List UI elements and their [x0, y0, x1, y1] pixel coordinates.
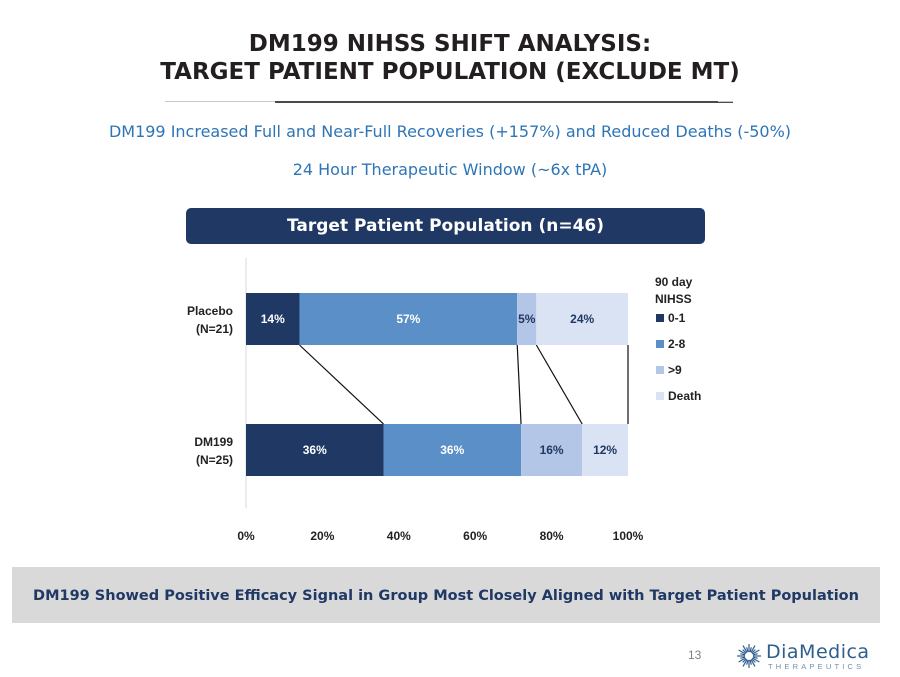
logo-ray [749, 647, 752, 653]
subtitle-window: 24 Hour Therapeutic Window (~6x tPA) [292, 160, 608, 179]
logo-ray [752, 657, 760, 663]
legend-swatch [656, 366, 664, 374]
legend-swatch [656, 392, 664, 400]
data-label: 16% [540, 443, 564, 457]
logo-ray [740, 653, 746, 656]
logo-ray [742, 645, 748, 653]
logo-ray [740, 656, 746, 659]
legend-label: Death [668, 389, 701, 403]
bar-segment [383, 424, 522, 476]
logo-tagline: THERAPEUTICS [768, 662, 865, 671]
logo-ray [749, 659, 752, 665]
x-tick-label: 20% [310, 529, 334, 543]
category-label: (N=25) [196, 453, 233, 467]
logo-ray [738, 657, 746, 663]
legend-label: 0-1 [668, 311, 686, 325]
legend-title: 90 day [655, 275, 693, 289]
logo-ray [742, 649, 747, 654]
data-label: 36% [440, 443, 464, 457]
page-number: 13 [688, 648, 702, 662]
population-banner: Target Patient Population (n=46) [186, 208, 705, 244]
legend-title: NIHSS [655, 292, 692, 306]
x-tick-label: 0% [237, 529, 255, 543]
data-label: 36% [303, 443, 327, 457]
bar-segment [517, 293, 537, 345]
nihss-shift-chart: 0% 20% 40% 60% 80% 100% Placebo (N=21) DM199 (N=2… [187, 258, 701, 543]
title-divider-right [718, 101, 733, 102]
subtitle-recoveries: DM199 Increased Full and Near-Full Recov… [108, 122, 792, 141]
bar-segment [521, 424, 583, 476]
bar-segment [246, 293, 300, 345]
logo-ray [750, 645, 756, 653]
footer-text: DM199 Showed Positive Efficacy Signal in… [33, 588, 859, 604]
x-tick-label: 60% [463, 529, 487, 543]
logo-ray [746, 647, 749, 653]
company-logo: DiaMedica THERAPEUTICS [736, 641, 869, 671]
footer-banner: DM199 Showed Positive Efficacy Signal in… [12, 567, 880, 623]
connector-line [535, 344, 583, 425]
title-line-2: TARGET PATIENT POPULATION (EXCLUDE MT) [160, 59, 740, 85]
legend-label: 2-8 [668, 337, 686, 351]
logo-name: DiaMedica [766, 641, 870, 663]
data-label: 5% [518, 312, 536, 326]
x-tick-label: 80% [540, 529, 564, 543]
category-label: DM199 [194, 435, 233, 449]
logo-ray [751, 649, 756, 654]
logo-ray [752, 649, 760, 655]
title-divider-left [165, 101, 275, 102]
category-label: (N=21) [196, 322, 233, 336]
legend-label: >9 [668, 363, 682, 377]
logo-ray [752, 653, 758, 656]
bar-segment [299, 293, 518, 345]
connector-line [516, 344, 522, 425]
data-label: 57% [396, 312, 420, 326]
data-label: 14% [261, 312, 285, 326]
category-label: Placebo [187, 304, 233, 318]
starburst-logo-icon [737, 644, 761, 668]
legend-swatch [656, 314, 664, 322]
logo-ray [742, 659, 748, 667]
legend-swatch [656, 340, 664, 348]
x-tick-label: 40% [387, 529, 411, 543]
logo-ray [752, 656, 758, 659]
logo-ray [738, 649, 746, 655]
title-divider [275, 101, 733, 103]
data-label: 12% [593, 443, 617, 457]
data-label: 24% [570, 312, 594, 326]
logo-ray [742, 658, 747, 663]
bar-segment [582, 424, 628, 476]
logo-ray [751, 658, 756, 663]
logo-ray [750, 659, 756, 667]
slide-title: DM199 NIHSS SHIFT ANALYSIS: TARGET PATIE… [0, 30, 900, 86]
logo-ray [746, 659, 749, 665]
x-tick-label: 100% [613, 529, 644, 543]
title-line-1: DM199 NIHSS SHIFT ANALYSIS: [248, 31, 652, 57]
bar-segment [536, 293, 628, 345]
connector-line [299, 344, 384, 425]
bar-segment [246, 424, 384, 476]
